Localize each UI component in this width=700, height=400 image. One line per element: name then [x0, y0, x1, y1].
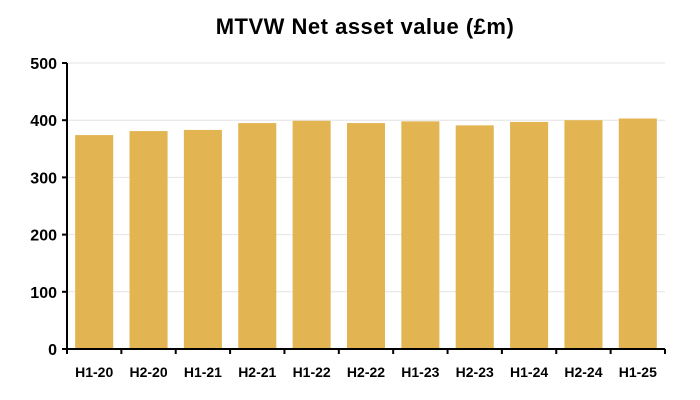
x-tick-label-H2-20: H2-20: [129, 364, 167, 380]
y-tick-label-100: 100: [30, 285, 57, 302]
x-tick-label-H1-20: H1-20: [75, 364, 113, 380]
bar-H1-25: [618, 118, 657, 349]
bar-H2-24: [564, 120, 603, 349]
x-tick-label-H1-22: H1-22: [293, 364, 331, 380]
bar-H1-23: [401, 121, 440, 350]
y-tick-label-400: 400: [30, 113, 57, 130]
x-tick-label-H1-25: H1-25: [619, 364, 657, 380]
x-tick-label-H2-21: H2-21: [238, 364, 276, 380]
y-tick-label-300: 300: [30, 170, 57, 187]
bar-H2-22: [346, 123, 386, 349]
bar-H1-20: [75, 135, 114, 349]
bar-H1-24: [510, 121, 549, 349]
chart-title: MTVW Net asset value (£m): [215, 14, 515, 39]
x-tick-label-H2-22: H2-22: [347, 364, 385, 380]
x-tick-label-H1-24: H1-24: [510, 364, 548, 380]
y-tick-label-0: 0: [48, 342, 57, 359]
bar-H2-21: [238, 123, 277, 349]
bar-H2-23: [455, 125, 494, 350]
y-tick-label-200: 200: [30, 228, 57, 245]
x-tick-label-H1-21: H1-21: [184, 364, 222, 380]
bar-H1-22: [292, 120, 331, 349]
bar-H2-20: [129, 131, 168, 349]
bar-H1-21: [183, 129, 222, 349]
x-tick-label-H1-23: H1-23: [401, 364, 439, 380]
x-tick-label-H2-24: H2-24: [564, 364, 602, 380]
x-tick-label-H2-23: H2-23: [456, 364, 494, 380]
y-tick-label-500: 500: [30, 56, 57, 73]
